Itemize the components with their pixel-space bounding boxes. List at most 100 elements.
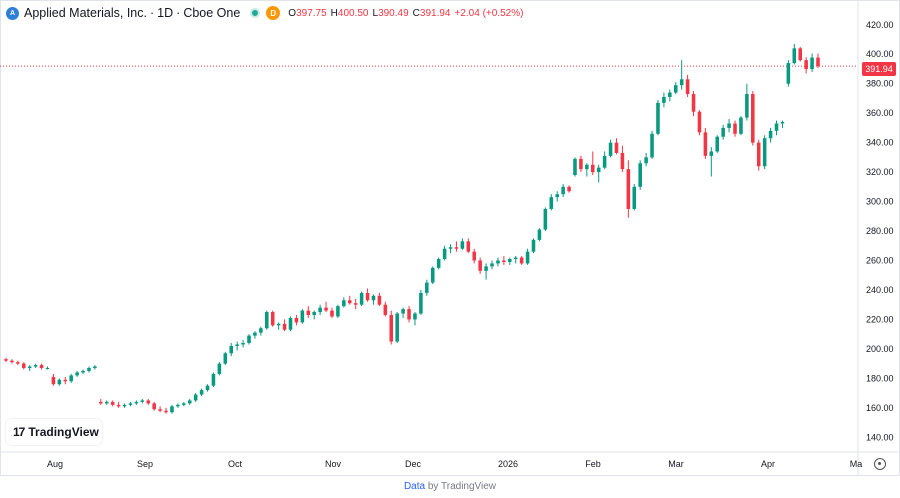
candle[interactable] — [365, 288, 370, 302]
candle[interactable] — [519, 256, 524, 265]
candle[interactable] — [430, 266, 435, 285]
candle[interactable] — [614, 138, 619, 155]
candle[interactable] — [513, 256, 518, 264]
candle[interactable] — [22, 362, 26, 370]
candle[interactable] — [407, 306, 411, 323]
market-status-icon[interactable] — [250, 8, 261, 18]
candle[interactable] — [484, 263, 488, 280]
candle[interactable] — [276, 322, 281, 330]
candlestick-chart[interactable]: 140.00 160.00 180.00 200.00 220.00 240.00 260.… — [0, 0, 900, 476]
candle[interactable] — [602, 151, 607, 170]
candle[interactable] — [478, 257, 482, 274]
candle[interactable] — [270, 310, 275, 327]
candle[interactable] — [187, 398, 192, 405]
candle[interactable] — [199, 388, 204, 397]
interval-label[interactable]: 1D — [157, 6, 174, 20]
candle[interactable] — [721, 124, 725, 140]
candle[interactable] — [253, 331, 257, 339]
candle[interactable] — [193, 393, 198, 402]
candle[interactable] — [460, 238, 465, 251]
candle[interactable] — [508, 257, 512, 265]
candle[interactable] — [567, 185, 571, 193]
candle[interactable] — [69, 373, 73, 383]
candle[interactable] — [383, 301, 388, 317]
candle[interactable] — [259, 326, 263, 336]
candle[interactable] — [241, 340, 245, 348]
candle[interactable] — [466, 238, 471, 254]
candle[interactable] — [792, 43, 797, 65]
candle[interactable] — [626, 160, 631, 218]
candle[interactable] — [164, 407, 168, 414]
symbol-title[interactable]: Applied Materials, Inc. — [24, 6, 147, 20]
candle[interactable] — [419, 289, 423, 315]
candle[interactable] — [798, 46, 802, 62]
candle[interactable] — [816, 53, 820, 69]
candle[interactable] — [229, 342, 234, 357]
candle[interactable] — [104, 400, 109, 405]
tradingview-logo[interactable]: 17 TradingView — [6, 419, 102, 445]
candle[interactable] — [265, 310, 269, 330]
candle[interactable] — [442, 245, 447, 261]
candle[interactable] — [134, 400, 139, 405]
candle[interactable] — [10, 359, 14, 364]
candle[interactable] — [300, 309, 305, 324]
candle[interactable] — [45, 366, 50, 370]
candle[interactable] — [146, 398, 151, 405]
candle[interactable] — [324, 301, 328, 313]
candle[interactable] — [561, 183, 565, 198]
candle[interactable] — [140, 398, 145, 404]
candle[interactable] — [306, 306, 311, 318]
candle[interactable] — [336, 304, 340, 318]
candle[interactable] — [650, 130, 654, 159]
candle[interactable] — [158, 406, 162, 413]
candle[interactable] — [371, 294, 376, 305]
candle[interactable] — [739, 116, 743, 136]
candle[interactable] — [176, 403, 180, 408]
candle[interactable] — [330, 307, 334, 318]
candle[interactable] — [205, 384, 210, 392]
candle[interactable] — [620, 145, 625, 173]
candle[interactable] — [318, 304, 322, 315]
candle[interactable] — [294, 314, 299, 326]
candle[interactable] — [685, 74, 690, 97]
candle[interactable] — [33, 363, 38, 369]
candle[interactable] — [288, 316, 293, 332]
candle[interactable] — [413, 312, 417, 326]
candle[interactable] — [715, 135, 720, 153]
candle[interactable] — [4, 357, 8, 363]
candle[interactable] — [182, 401, 186, 407]
candle[interactable] — [93, 365, 97, 370]
candle[interactable] — [774, 120, 779, 136]
candle[interactable] — [668, 89, 672, 102]
candle[interactable] — [804, 57, 808, 74]
candle[interactable] — [16, 360, 20, 366]
candle[interactable] — [247, 334, 251, 345]
candle[interactable] — [395, 312, 399, 343]
candle[interactable] — [87, 366, 91, 373]
candle[interactable] — [543, 207, 548, 232]
candle[interactable] — [27, 365, 32, 371]
candle[interactable] — [359, 291, 364, 307]
candle[interactable] — [401, 307, 405, 318]
candle[interactable] — [590, 151, 595, 176]
gear-icon[interactable] — [874, 458, 886, 470]
candle[interactable] — [703, 127, 708, 159]
candle[interactable] — [549, 194, 554, 211]
candle[interactable] — [496, 257, 500, 267]
candle[interactable] — [608, 139, 613, 158]
candle[interactable] — [347, 295, 352, 305]
candle[interactable] — [810, 53, 814, 72]
candle[interactable] — [425, 279, 429, 296]
candle[interactable] — [51, 373, 56, 386]
candle[interactable] — [656, 99, 660, 136]
candle[interactable] — [99, 398, 103, 405]
candle[interactable] — [353, 298, 358, 310]
candle[interactable] — [573, 157, 577, 177]
candle[interactable] — [679, 60, 684, 90]
candle[interactable] — [152, 401, 156, 411]
candle[interactable] — [128, 401, 133, 407]
candle[interactable] — [780, 120, 785, 128]
candle[interactable] — [448, 244, 453, 254]
candle[interactable] — [531, 238, 536, 254]
candle[interactable] — [116, 401, 121, 408]
